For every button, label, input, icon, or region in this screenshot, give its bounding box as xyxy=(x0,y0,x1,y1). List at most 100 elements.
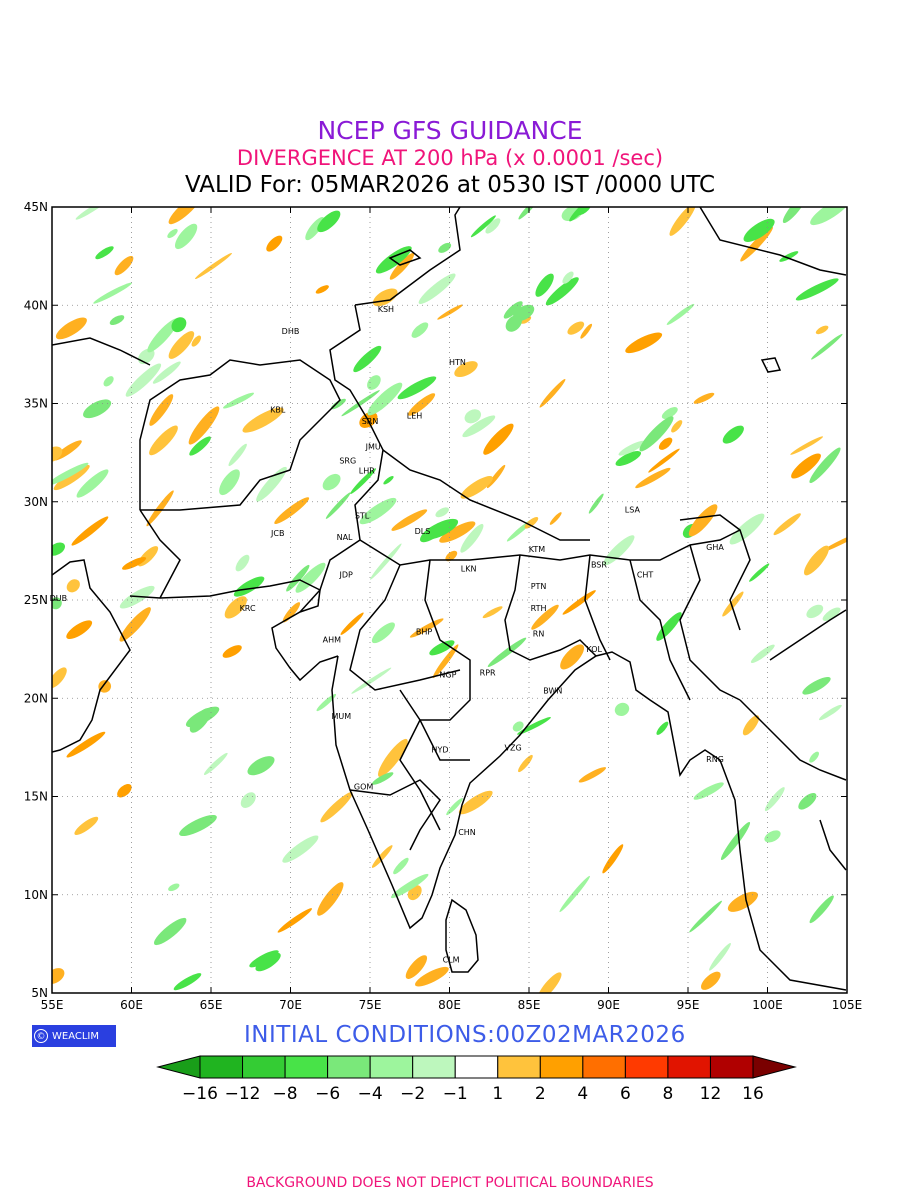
colorbar-swatch xyxy=(327,1055,371,1079)
convergence-patch xyxy=(743,218,775,242)
city-label: CHN xyxy=(458,828,476,837)
convergence-patch xyxy=(247,756,275,776)
convergence-patch xyxy=(219,469,240,496)
divergence-patch xyxy=(117,783,132,798)
divergence-patch xyxy=(266,235,283,252)
colorbar-label: −4 xyxy=(358,1084,383,1104)
colorbar-swatch xyxy=(497,1055,541,1079)
convergence-patch xyxy=(372,772,394,785)
city-label: RN xyxy=(533,629,545,638)
divergence-patch xyxy=(315,285,329,294)
convergence-patch xyxy=(798,793,817,810)
divergence-patch xyxy=(688,504,718,537)
divergence-patch xyxy=(658,437,673,450)
divergence-patch xyxy=(405,955,428,979)
city-label: JMU xyxy=(365,443,381,452)
convergence-patch xyxy=(189,708,212,733)
divergence-patch xyxy=(274,497,310,525)
divergence-patch xyxy=(389,252,415,280)
divergence-patch xyxy=(191,335,202,347)
colorbar-swatch xyxy=(199,1055,244,1079)
divergence-patch xyxy=(277,908,313,933)
divergence-patch xyxy=(625,332,663,354)
lon-label: 90E xyxy=(597,998,620,1012)
convergence-patch xyxy=(470,215,496,238)
colorbar-label: −1 xyxy=(443,1084,468,1104)
weaclim-logo: © WEACLIM xyxy=(32,1025,116,1047)
city-label: BSR xyxy=(591,561,607,570)
convergence-patch xyxy=(152,361,181,384)
lon-label: 55E xyxy=(41,998,64,1012)
divergence-patch xyxy=(55,317,87,340)
divergence-patch xyxy=(445,550,458,562)
city-label: SRN xyxy=(362,417,379,426)
convergence-patch xyxy=(325,492,351,519)
lon-label: 65E xyxy=(200,998,223,1012)
convergence-patch xyxy=(418,273,456,305)
divergence-patch xyxy=(578,767,607,783)
divergence-patch xyxy=(524,516,539,529)
lat-label: 40N xyxy=(24,298,48,312)
city-label: LHR xyxy=(359,466,375,475)
city-label: DHB xyxy=(282,327,300,336)
convergence-patch xyxy=(689,900,723,933)
divergence-patch xyxy=(114,255,134,276)
convergence-patch xyxy=(618,440,646,456)
divergence-patch xyxy=(791,453,821,479)
convergence-patch xyxy=(729,513,765,545)
convergence-patch xyxy=(75,207,109,220)
divergence-patch xyxy=(635,467,671,489)
convergence-patch xyxy=(809,751,819,763)
convergence-patch xyxy=(330,398,346,410)
city-label: DLS xyxy=(415,527,431,536)
longitude-labels: 55E 60E 65E 70E 75E 80E 85E 90E 95E 100E 105E xyxy=(41,998,863,1012)
divergence-patch xyxy=(414,966,449,987)
city-label: CHT xyxy=(637,570,654,579)
colorbar-swatch xyxy=(242,1055,286,1079)
convergence-patch xyxy=(147,318,179,353)
divergence-patch xyxy=(66,731,106,758)
divergence-patch xyxy=(671,420,683,433)
city-label: KRC xyxy=(240,604,256,613)
latitude-labels: 45N 40N 35N 30N 25N 20N 15N 10N 5N xyxy=(24,200,48,1000)
divergence-patch xyxy=(693,392,715,404)
city-label: VZG xyxy=(505,743,522,752)
colorbar-label: 2 xyxy=(535,1084,546,1104)
lat-label: 10N xyxy=(24,888,48,902)
convergence-patch xyxy=(822,607,841,621)
divergence-patch xyxy=(195,252,232,280)
colorbar-label: −2 xyxy=(400,1084,425,1104)
divergence-patch xyxy=(317,882,344,916)
convergence-patch xyxy=(462,415,496,438)
divergence-patch xyxy=(567,321,585,335)
convergence-patch xyxy=(464,409,482,424)
convergence-patch xyxy=(666,303,695,325)
divergence-patch xyxy=(539,379,566,408)
city-label: RTH xyxy=(531,604,547,613)
chart-title: NCEP GFS GUIDANCE xyxy=(317,116,583,145)
convergence-patch xyxy=(367,375,381,390)
convergence-patch xyxy=(341,390,380,417)
colorbar-label: −6 xyxy=(315,1084,340,1104)
convergence-patch xyxy=(316,693,337,712)
divergence-patch xyxy=(727,891,758,912)
convergence-patch xyxy=(505,315,522,332)
colorbar-swatch xyxy=(624,1055,669,1079)
convergence-patch xyxy=(615,451,642,466)
convergence-patch xyxy=(240,792,256,808)
convergence-patch xyxy=(411,322,429,338)
convergence-patch xyxy=(390,873,429,899)
convergence-patch xyxy=(750,644,775,664)
convergence-patch xyxy=(235,554,250,572)
city-label: KSH xyxy=(378,305,394,314)
convergence-patch xyxy=(795,278,839,301)
city-label: NAL xyxy=(337,533,353,542)
lon-label: 100E xyxy=(752,998,783,1012)
divergence-patch xyxy=(122,557,147,570)
convergence-patch xyxy=(435,507,449,518)
divergence-patch xyxy=(562,590,596,615)
divergence-patch xyxy=(146,490,174,527)
divergence-patch xyxy=(669,207,696,236)
convergence-patch xyxy=(109,315,125,326)
city-label: HYD xyxy=(431,745,448,754)
